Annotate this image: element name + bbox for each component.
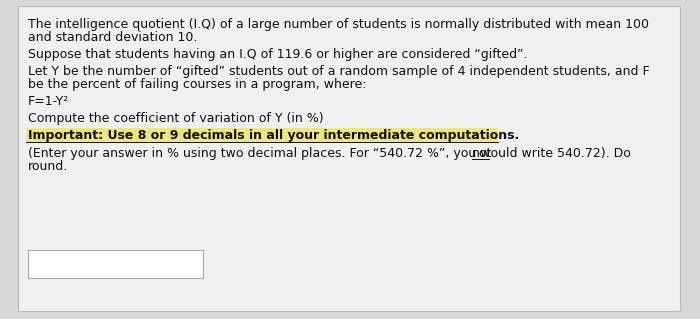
Text: (Enter your answer in % using two decimal places. For “540.72 %”, you would writ: (Enter your answer in % using two decima…: [28, 147, 635, 160]
Text: not: not: [472, 147, 492, 160]
Text: Compute the coefficient of variation of Y (in %): Compute the coefficient of variation of …: [28, 112, 323, 125]
Text: Suppose that students having an I.Q of 119.6 or higher are considered “gifted”.: Suppose that students having an I.Q of 1…: [28, 48, 528, 61]
Text: be the percent of failing courses in a program, where:: be the percent of failing courses in a p…: [28, 78, 367, 91]
Text: Let Y be the number of “gifted” students out of a random sample of 4 independent: Let Y be the number of “gifted” students…: [28, 65, 650, 78]
FancyBboxPatch shape: [18, 6, 680, 311]
Text: and standard deviation 10.: and standard deviation 10.: [28, 31, 197, 44]
Text: Important: Use 8 or 9 decimals in all your intermediate computations.: Important: Use 8 or 9 decimals in all yo…: [28, 129, 519, 142]
Text: round.: round.: [28, 160, 69, 173]
Text: F=1-Y²: F=1-Y²: [28, 95, 69, 108]
FancyBboxPatch shape: [26, 128, 498, 143]
FancyBboxPatch shape: [28, 250, 203, 278]
Text: The intelligence quotient (I.Q) of a large number of students is normally distri: The intelligence quotient (I.Q) of a lar…: [28, 18, 649, 31]
